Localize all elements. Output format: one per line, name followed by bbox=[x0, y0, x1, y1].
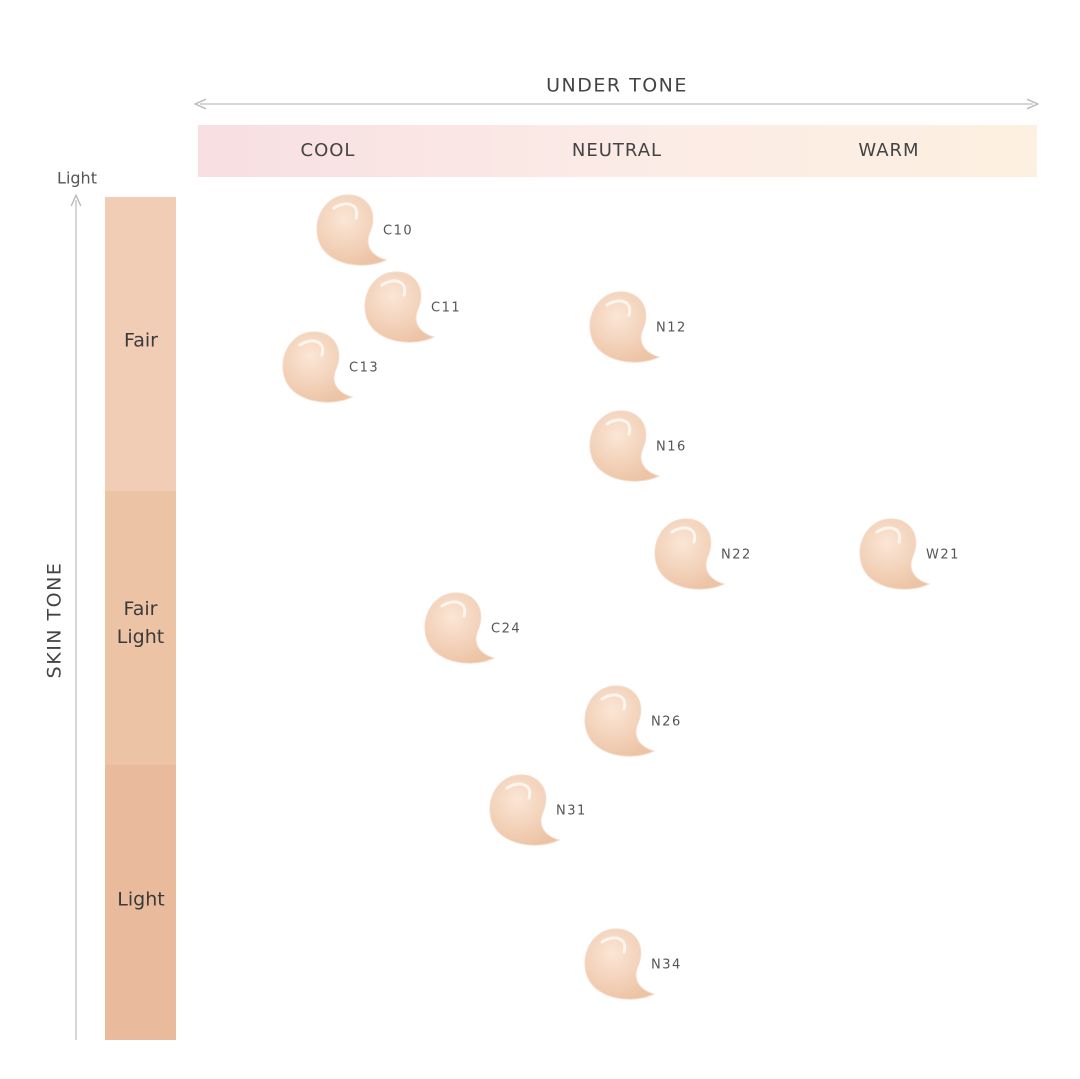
swatch-shape bbox=[282, 331, 354, 403]
shade-label: C13 bbox=[349, 361, 379, 376]
shade-label: N12 bbox=[656, 321, 687, 336]
shade-swatch bbox=[489, 774, 561, 846]
shade-label: N26 bbox=[651, 715, 682, 730]
undertone-label: COOL bbox=[301, 140, 356, 161]
swatch-shape bbox=[424, 592, 496, 664]
shade-swatch bbox=[589, 291, 661, 363]
swatch-shape bbox=[584, 928, 656, 1000]
swatch-shape bbox=[589, 291, 661, 363]
swatch-highlight bbox=[600, 693, 627, 711]
shade-swatch bbox=[584, 928, 656, 1000]
swatch-highlight bbox=[605, 418, 632, 436]
swatch-shape bbox=[316, 194, 388, 266]
shade-label: N31 bbox=[556, 804, 587, 819]
swatch-highlight bbox=[670, 526, 697, 544]
shade-swatch bbox=[364, 271, 436, 343]
shade-swatch bbox=[589, 410, 661, 482]
undertone-label: NEUTRAL bbox=[572, 140, 662, 161]
swatch-shape bbox=[589, 410, 661, 482]
undertone-title: UNDER TONE bbox=[546, 75, 688, 97]
swatch-shape bbox=[489, 774, 561, 846]
shade-swatch bbox=[859, 518, 931, 590]
swatch-shape bbox=[584, 685, 656, 757]
shade-label: N22 bbox=[721, 548, 752, 563]
skin-tone-band bbox=[105, 765, 176, 1040]
shade-swatch bbox=[316, 194, 388, 266]
skin-tone-label: Light bbox=[117, 889, 164, 911]
shade-label: N34 bbox=[651, 958, 682, 973]
skin-tone-band bbox=[105, 491, 176, 766]
skin-tone-band bbox=[105, 197, 176, 492]
swatch-highlight bbox=[380, 279, 407, 297]
axis-top-label: Light bbox=[57, 169, 97, 188]
swatch-highlight bbox=[505, 782, 532, 800]
swatch-highlight bbox=[440, 600, 467, 618]
swatch-highlight bbox=[298, 339, 325, 357]
shade-swatch bbox=[584, 685, 656, 757]
swatch-shape bbox=[654, 518, 726, 590]
shade-label: W21 bbox=[926, 548, 960, 563]
axis-title: SKIN TONE bbox=[44, 562, 66, 679]
swatch-shape bbox=[859, 518, 931, 590]
undertone-label: WARM bbox=[858, 140, 919, 161]
swatch-highlight bbox=[605, 299, 632, 317]
skin-tone-label: Fair Light bbox=[116, 598, 165, 648]
swatch-highlight bbox=[875, 526, 902, 544]
shade-label: C24 bbox=[491, 622, 521, 637]
skin-tone-label: Fair bbox=[124, 330, 158, 352]
skin-tone-label-box: Fair Light bbox=[116, 598, 165, 648]
shade-label: N16 bbox=[656, 440, 687, 455]
swatch-highlight bbox=[600, 936, 627, 954]
shade-swatch bbox=[654, 518, 726, 590]
swatch-shape bbox=[364, 271, 436, 343]
shade-label: C11 bbox=[431, 301, 461, 316]
swatch-highlight bbox=[332, 202, 359, 220]
shade-swatch bbox=[424, 592, 496, 664]
shade-swatch bbox=[282, 331, 354, 403]
undertone-band bbox=[198, 125, 1037, 177]
shade-label: C10 bbox=[383, 224, 413, 239]
